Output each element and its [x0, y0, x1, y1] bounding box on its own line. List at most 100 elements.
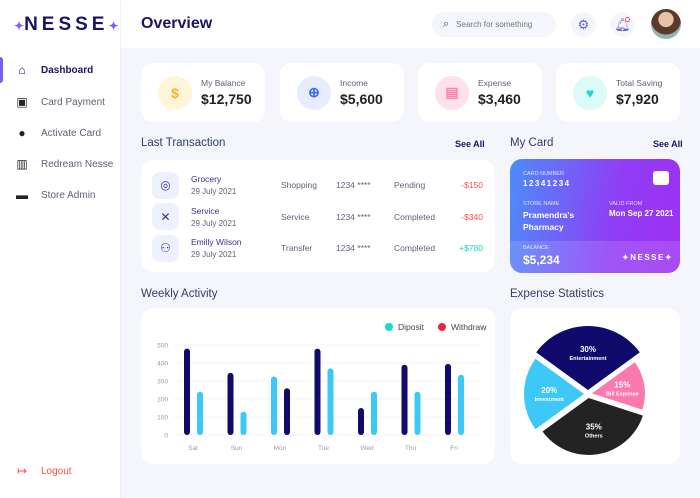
- weekly-activity-card: Diposit Withdraw 0 100 200 300 400 500 Sat Sun M…: [141, 308, 495, 464]
- user-icon: ●: [18, 126, 26, 140]
- y-tick-label: 100: [157, 415, 168, 422]
- see-all-cards[interactable]: See All: [653, 139, 683, 149]
- notifications-button[interactable]: 🔔︎: [610, 12, 635, 37]
- store-icon: ▬: [16, 188, 28, 202]
- pie-slice-investment: [524, 358, 584, 430]
- transaction-type: Shopping: [281, 180, 317, 190]
- bar-sat-1: [197, 391, 203, 435]
- x-tick-label: Wed: [360, 445, 374, 452]
- bar-mon-1: [271, 376, 277, 435]
- sidebar-item-dashboard[interactable]: ⌂ Dashboard: [0, 57, 121, 83]
- bar-sun-1: [240, 411, 247, 435]
- transaction-name: Grocery: [191, 174, 222, 184]
- legend-dot-deposit: [385, 323, 393, 331]
- sidebar-item-store-admin[interactable]: ▬ Store Admin: [0, 182, 121, 208]
- pie-slice-entertainment: [536, 326, 640, 390]
- transaction-amount: +$780: [459, 243, 483, 253]
- expense-statistics-card: 30% Entertainment 15% Bill Expense 35% Others…: [510, 308, 680, 464]
- stat-label: Expense: [478, 78, 512, 88]
- transaction-status: Completed: [394, 211, 436, 222]
- search-icon: ⌕: [443, 18, 450, 30]
- avatar[interactable]: [651, 9, 681, 39]
- y-tick-label: 200: [157, 397, 168, 404]
- label: Card Payment: [41, 96, 105, 108]
- x-tick-label: Thu: [405, 445, 417, 452]
- bar-thu-0: [401, 364, 408, 435]
- bar-mon-0: [284, 388, 290, 435]
- bar-fri-0: [445, 363, 451, 435]
- label: Redream Nesse: [41, 158, 114, 170]
- transaction-row[interactable]: ◎ Grocery 29 July 2021 Shopping 1234 ****…: [152, 170, 492, 200]
- pie-name-label: Others: [585, 434, 603, 440]
- bar-thu-1: [414, 391, 421, 435]
- section-title: Expense Statistics: [510, 288, 604, 300]
- hand-coin-icon: ⊕: [297, 75, 331, 110]
- bar-sat-0: [184, 348, 190, 435]
- transaction-name: Emilly Wilson: [191, 237, 242, 247]
- legend-dot-withdraw: [437, 323, 446, 331]
- legend: Diposit Withdraw: [385, 322, 486, 332]
- person-icon: ⚇: [152, 234, 179, 262]
- section-title: Last Transaction: [141, 137, 226, 149]
- transaction-amount: -$340: [461, 211, 483, 222]
- sidebar-item-activate-card[interactable]: ● Activate Card: [0, 120, 121, 146]
- settings-button[interactable]: ⚙: [571, 12, 596, 37]
- stat-value: $7,920: [616, 91, 659, 107]
- search-bar[interactable]: ⌕: [432, 12, 556, 37]
- label: Logout: [41, 465, 72, 477]
- transaction-row[interactable]: ✕ Service 29 July 2021 Service 1234 **** …: [152, 202, 492, 232]
- bar-wed-0: [358, 408, 364, 435]
- transactions-card: ◎ Grocery 29 July 2021 Shopping 1234 ****…: [141, 160, 495, 272]
- stat-card-my-balance: $ My Balance $12,750: [141, 63, 265, 122]
- balance-label: BALANCE: [523, 245, 549, 251]
- money-bag-icon: $: [158, 75, 192, 110]
- pie-percent-label: 30%: [580, 345, 596, 354]
- pie-name-label: Bill Expense: [606, 392, 639, 398]
- chip-icon: [653, 171, 669, 185]
- y-tick-label: 400: [157, 361, 168, 368]
- stat-value: $3,460: [478, 91, 521, 107]
- stat-label: Total Saving: [616, 78, 663, 88]
- logout-icon: ↦: [16, 464, 28, 478]
- transaction-card: 1234 ****: [336, 211, 371, 222]
- store-name: Pramendra's Pharmacy: [523, 210, 575, 232]
- search-input[interactable]: [456, 20, 552, 29]
- credit-card[interactable]: CARD NUMBER 12341234 STORE NAME Pramendr…: [510, 159, 680, 273]
- transaction-date: 29 July 2021: [191, 250, 237, 259]
- pie-name-label: Entertainment: [570, 356, 607, 362]
- bar-sun-0: [227, 372, 234, 435]
- stat-label: My Balance: [201, 78, 246, 88]
- pie-slice-others: [542, 397, 643, 455]
- pie-percent-label: 20%: [541, 386, 557, 395]
- expense-pie-chart: 30% Entertainment 15% Bill Expense 35% Others…: [524, 326, 645, 455]
- see-all-transactions[interactable]: See All: [455, 139, 485, 149]
- y-tick-label: 0: [164, 433, 168, 440]
- transaction-row[interactable]: ⚇ Emilly Wilson 29 July 2021 Transfer 123…: [152, 233, 492, 263]
- x-tick-label: Fri: [450, 445, 458, 452]
- transaction-type: Transfer: [281, 243, 313, 253]
- pie-percent-label: 35%: [586, 423, 602, 432]
- home-icon: ⌂: [18, 63, 26, 77]
- valid-label: VALID FROM: [609, 201, 643, 207]
- receipt-icon: ▤: [435, 75, 469, 110]
- label: Store Admin: [41, 189, 96, 201]
- transaction-status: Pending: [394, 180, 426, 190]
- x-tick-label: Tue: [318, 445, 329, 452]
- card-brand: ✦NESSE✦: [622, 253, 674, 262]
- card-footer: BALANCE $5,234 ✦NESSE✦: [510, 241, 680, 273]
- logout-button[interactable]: ↦ Logout: [0, 458, 121, 484]
- logo[interactable]: ✦NESSE✦: [14, 14, 119, 35]
- sidebar-item-redream-nesse[interactable]: ▥ Redream Nesse: [0, 151, 121, 177]
- tools-icon: ✕: [152, 203, 179, 230]
- weekly-activity-chart: 0 100 200 300 400 500 Sat Sun Mon Tue Wed Thu Fri: [157, 343, 481, 452]
- y-tick-label: 300: [157, 379, 168, 386]
- legend-deposit: Diposit: [398, 322, 424, 332]
- bar-tue-1: [327, 368, 334, 435]
- x-tick-label: Mon: [274, 445, 287, 452]
- pie-percent-label: 15%: [614, 381, 630, 390]
- stat-value: $12,750: [201, 91, 252, 107]
- sidebar-item-card-payment[interactable]: ▣ Card Payment: [0, 89, 121, 115]
- y-tick-label: 500: [157, 343, 168, 350]
- pie-name-label: Investment: [535, 397, 564, 403]
- pie-slice-bill-expense: [591, 362, 645, 410]
